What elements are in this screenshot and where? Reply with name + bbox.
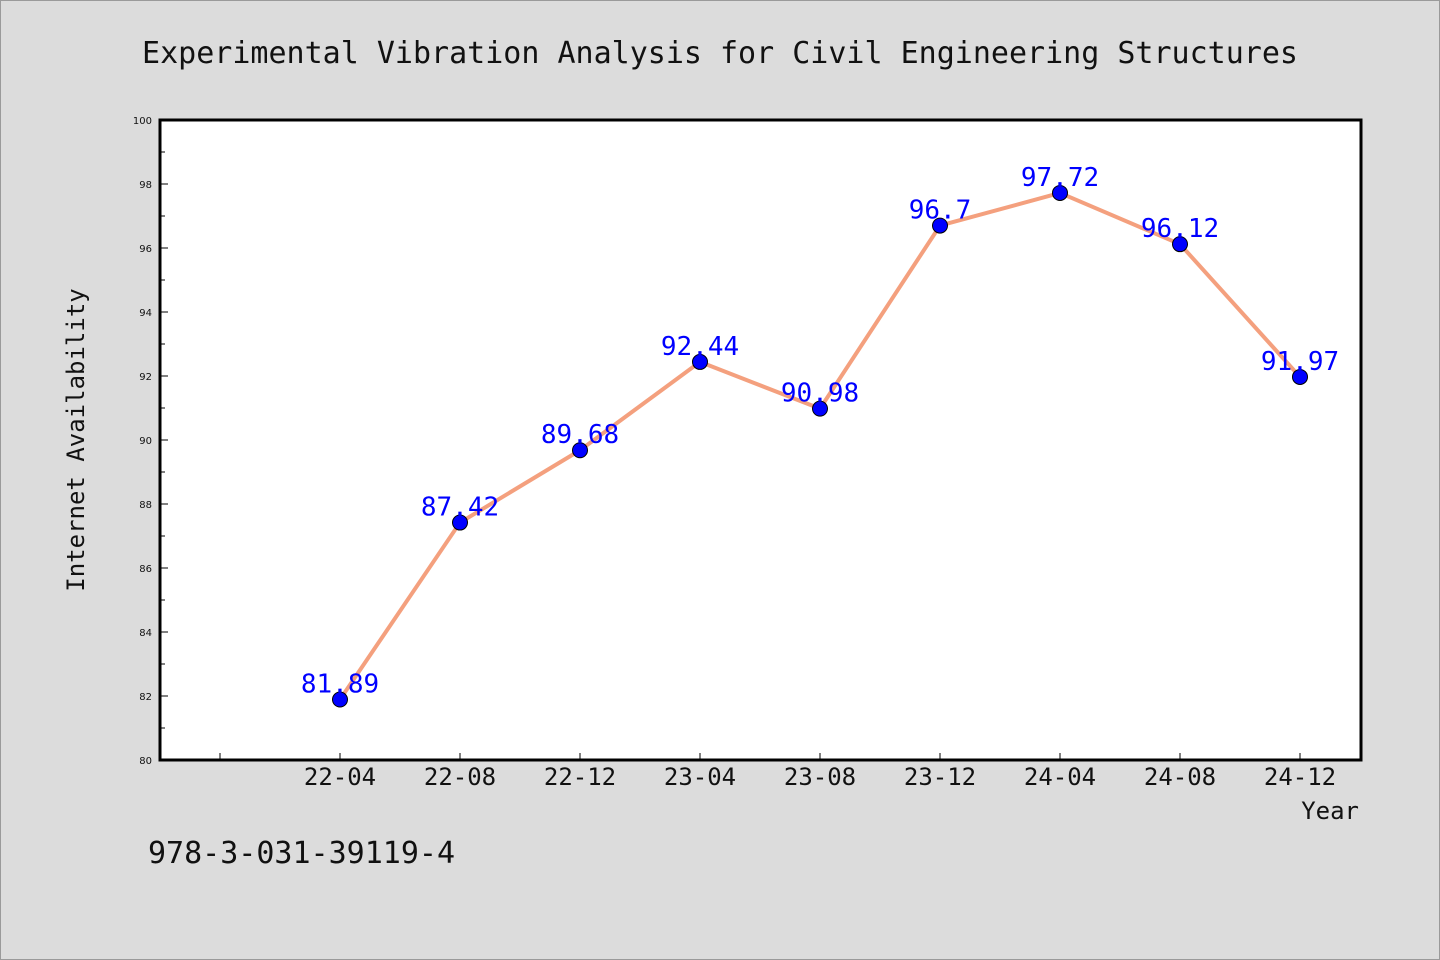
y-tick-label: 90 (139, 436, 152, 447)
data-label: 87.42 (421, 493, 499, 523)
y-tick-label: 96 (139, 244, 152, 255)
data-label: 89.68 (541, 420, 619, 450)
y-axis-title: Internet Availability (62, 288, 90, 591)
data-point-marker (1052, 184, 1068, 201)
data-label: 97.72 (1021, 163, 1099, 193)
data-point-marker (1172, 236, 1188, 253)
data-label: 96.12 (1141, 214, 1219, 244)
series-group: 81.89 87.42 89.68 92.44 90.98 96.7 97.72 96.12 9… (301, 163, 1339, 708)
data-point-marker (692, 353, 708, 370)
data-point-marker (332, 691, 348, 708)
x-tick-label: 22-12 (544, 763, 616, 791)
x-tick-label: 22-08 (424, 763, 496, 791)
data-label: 81.89 (301, 670, 379, 700)
x-tick-label: 24-04 (1024, 763, 1096, 791)
y-tick-label: 86 (139, 564, 152, 575)
plot-area (160, 120, 1361, 760)
x-tick-label: 23-08 (784, 763, 856, 791)
data-label: 90.98 (781, 379, 859, 409)
y-tick-label: 92 (139, 372, 152, 383)
x-axis: 22-04 22-08 22-12 23-04 23-08 23-12 24-04 24-08… (219, 753, 1336, 791)
x-tick-label: 23-04 (664, 763, 736, 791)
x-tick-label: 24-08 (1144, 763, 1216, 791)
y-tick-label: 82 (139, 692, 152, 703)
x-axis-title: Year (1301, 797, 1359, 825)
data-point-marker (572, 442, 588, 459)
data-point-marker (932, 217, 948, 234)
x-tick-label: 24-12 (1264, 763, 1336, 791)
chart-title: Experimental Vibration Analysis for Civi… (142, 36, 1298, 71)
data-label: 91.97 (1261, 347, 1339, 377)
isbn-footnote: 978-3-031-39119-4 (148, 836, 455, 871)
y-tick-label: 100 (133, 116, 152, 127)
y-axis: 80 82 84 86 88 90 92 94 96 98 100 (133, 116, 168, 767)
y-tick-label: 84 (139, 628, 152, 639)
plot-border (158, 118, 1363, 762)
y-tick-label: 80 (139, 756, 152, 767)
x-tick-label: 23-12 (904, 763, 976, 791)
data-point-marker (452, 514, 468, 531)
x-tick-label: 22-04 (304, 763, 376, 791)
data-point-marker (1292, 368, 1308, 385)
y-tick-label: 88 (139, 500, 152, 511)
data-label: 92.44 (661, 332, 739, 362)
y-tick-label: 94 (139, 308, 152, 319)
data-label: 96.7 (909, 196, 972, 226)
data-point-marker (812, 400, 828, 417)
y-tick-label: 98 (139, 180, 152, 191)
